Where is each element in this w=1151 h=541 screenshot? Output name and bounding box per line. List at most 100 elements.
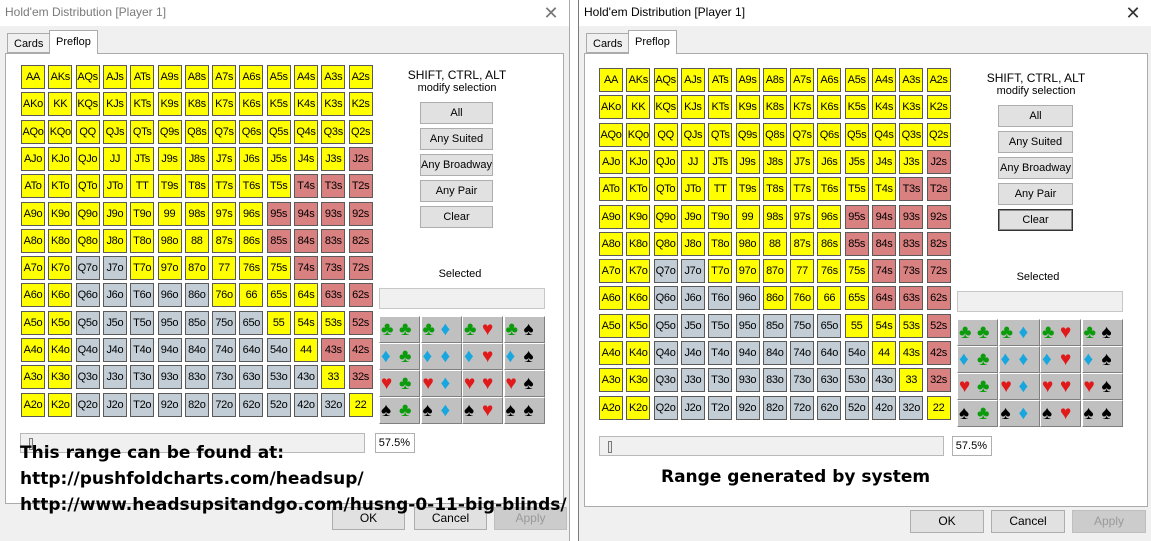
hand-cell-32s[interactable]: 32s bbox=[348, 365, 373, 390]
hand-cell-ATs[interactable]: ATs bbox=[130, 65, 155, 89]
hand-cell-97s[interactable]: 97s bbox=[790, 204, 815, 229]
hand-cell-J8o[interactable]: J8o bbox=[680, 231, 705, 256]
hand-cell-T5s[interactable]: T5s bbox=[266, 174, 291, 199]
hand-cell-J4s[interactable]: J4s bbox=[872, 149, 896, 174]
hand-cell-97o[interactable]: 97o bbox=[157, 256, 182, 281]
hand-cell-66[interactable]: 66 bbox=[239, 283, 264, 308]
hand-cell-95o[interactable]: 95o bbox=[157, 310, 182, 335]
hand-cell-J5s[interactable]: J5s bbox=[844, 149, 869, 174]
hand-cell-65o[interactable]: 65o bbox=[817, 313, 842, 338]
hand-cell-Q8s[interactable]: Q8s bbox=[762, 122, 787, 147]
hand-cell-J6s[interactable]: J6s bbox=[817, 149, 842, 174]
hand-cell-32o[interactable]: 32o bbox=[321, 392, 346, 417]
hand-cell-75s[interactable]: 75s bbox=[266, 256, 291, 281]
hand-cell-J7o[interactable]: J7o bbox=[680, 259, 705, 284]
hand-cell-KK[interactable]: KK bbox=[48, 92, 73, 117]
hand-cell-T2o[interactable]: T2o bbox=[130, 392, 155, 417]
hand-cell-T3o[interactable]: T3o bbox=[708, 368, 733, 393]
hand-cell-74o[interactable]: 74o bbox=[790, 341, 815, 365]
hand-cell-K7s[interactable]: K7s bbox=[790, 95, 815, 120]
hand-cell-QTo[interactable]: QTo bbox=[75, 174, 100, 199]
hand-cell-82o[interactable]: 82o bbox=[762, 395, 787, 420]
hand-cell-63s[interactable]: 63s bbox=[899, 286, 924, 311]
apply-button[interactable]: Apply bbox=[494, 507, 567, 530]
hand-cell-44[interactable]: 44 bbox=[294, 338, 318, 362]
close-icon[interactable]: ✕ bbox=[1125, 3, 1141, 23]
hand-cell-TT[interactable]: TT bbox=[708, 177, 733, 202]
hand-cell-72o[interactable]: 72o bbox=[790, 395, 815, 420]
hand-cell-J8o[interactable]: J8o bbox=[102, 228, 127, 253]
hand-cell-T9s[interactable]: T9s bbox=[157, 174, 182, 199]
hand-cell-73s[interactable]: 73s bbox=[321, 256, 346, 281]
hand-cell-AJo[interactable]: AJo bbox=[21, 146, 45, 171]
hand-cell-84s[interactable]: 84s bbox=[294, 228, 318, 253]
hand-cell-Q2o[interactable]: Q2o bbox=[75, 392, 100, 417]
hand-cell-J2s[interactable]: J2s bbox=[348, 146, 373, 171]
hand-cell-QJs[interactable]: QJs bbox=[680, 122, 705, 147]
hand-cell-62o[interactable]: 62o bbox=[817, 395, 842, 420]
hand-cell-T5s[interactable]: T5s bbox=[844, 177, 869, 202]
hand-cell-AJo[interactable]: AJo bbox=[599, 149, 623, 174]
hand-cell-Q8s[interactable]: Q8s bbox=[184, 119, 209, 144]
hand-cell-93o[interactable]: 93o bbox=[157, 365, 182, 390]
hand-cell-87s[interactable]: 87s bbox=[790, 231, 815, 256]
hand-cell-KQo[interactable]: KQo bbox=[626, 122, 651, 147]
suit-combo-diamonds-hearts[interactable]: ♦ ♥ bbox=[462, 343, 503, 370]
hand-cell-Q9o[interactable]: Q9o bbox=[653, 204, 678, 229]
hand-cell-QQ[interactable]: QQ bbox=[653, 122, 678, 147]
suit-combo-hearts-hearts[interactable]: ♥ ♥ bbox=[1040, 373, 1081, 400]
suit-combo-spades-hearts[interactable]: ♠ ♥ bbox=[1040, 400, 1081, 427]
hand-cell-84o[interactable]: 84o bbox=[762, 341, 787, 365]
hand-cell-42o[interactable]: 42o bbox=[872, 395, 896, 420]
suit-combo-diamonds-diamonds[interactable]: ♦ ♦ bbox=[998, 346, 1040, 373]
hand-cell-A3s[interactable]: A3s bbox=[899, 68, 924, 92]
hand-cell-33[interactable]: 33 bbox=[321, 365, 346, 390]
hand-cell-85s[interactable]: 85s bbox=[266, 228, 291, 253]
hand-cell-82s[interactable]: 82s bbox=[348, 228, 373, 253]
hand-cell-54o[interactable]: 54o bbox=[844, 341, 869, 365]
hand-cell-T9o[interactable]: T9o bbox=[708, 204, 733, 229]
hand-cell-97s[interactable]: 97s bbox=[212, 201, 237, 226]
hand-cell-87o[interactable]: 87o bbox=[184, 256, 209, 281]
hand-cell-JTs[interactable]: JTs bbox=[130, 146, 155, 171]
hand-cell-75o[interactable]: 75o bbox=[790, 313, 815, 338]
hand-cell-A5o[interactable]: A5o bbox=[21, 310, 45, 335]
hand-cell-65s[interactable]: 65s bbox=[266, 283, 291, 308]
hand-cell-J9o[interactable]: J9o bbox=[102, 201, 127, 226]
hand-cell-K3o[interactable]: K3o bbox=[626, 368, 651, 393]
hand-cell-62s[interactable]: 62s bbox=[348, 283, 373, 308]
hand-cell-77[interactable]: 77 bbox=[790, 259, 815, 284]
suit-combo-hearts-spades[interactable]: ♥ ♠ bbox=[1081, 373, 1123, 400]
hand-cell-75s[interactable]: 75s bbox=[844, 259, 869, 284]
hand-cell-A7s[interactable]: A7s bbox=[790, 68, 815, 92]
hand-cell-99[interactable]: 99 bbox=[735, 204, 760, 229]
hand-cell-63s[interactable]: 63s bbox=[321, 283, 346, 308]
close-icon[interactable]: ✕ bbox=[543, 3, 559, 23]
hand-cell-76s[interactable]: 76s bbox=[239, 256, 264, 281]
hand-cell-A3o[interactable]: A3o bbox=[21, 365, 45, 390]
hand-cell-88[interactable]: 88 bbox=[184, 228, 209, 253]
hand-cell-Q3o[interactable]: Q3o bbox=[75, 365, 100, 390]
hand-cell-TT[interactable]: TT bbox=[130, 174, 155, 199]
hand-cell-94o[interactable]: 94o bbox=[735, 341, 760, 365]
hand-cell-Q8o[interactable]: Q8o bbox=[75, 228, 100, 253]
hand-cell-76s[interactable]: 76s bbox=[817, 259, 842, 284]
apply-button[interactable]: Apply bbox=[1072, 510, 1146, 533]
hand-cell-QQ[interactable]: QQ bbox=[75, 119, 100, 144]
all-button[interactable]: All bbox=[998, 105, 1073, 127]
hand-cell-AQo[interactable]: AQo bbox=[21, 119, 45, 144]
hand-cell-K4s[interactable]: K4s bbox=[872, 95, 896, 120]
hand-cell-J9o[interactable]: J9o bbox=[680, 204, 705, 229]
hand-cell-A9s[interactable]: A9s bbox=[735, 68, 760, 92]
hand-cell-A6o[interactable]: A6o bbox=[599, 286, 623, 311]
clear-button[interactable]: Clear bbox=[998, 209, 1073, 231]
suit-combo-spades-clubs[interactable]: ♠ ♣ bbox=[957, 400, 998, 427]
suit-combo-hearts-hearts[interactable]: ♥ ♥ bbox=[462, 370, 503, 397]
hand-cell-64o[interactable]: 64o bbox=[817, 341, 842, 365]
hand-cell-J3o[interactable]: J3o bbox=[680, 368, 705, 393]
hand-cell-J3o[interactable]: J3o bbox=[102, 365, 127, 390]
hand-cell-73o[interactable]: 73o bbox=[790, 368, 815, 393]
hand-cell-T3o[interactable]: T3o bbox=[130, 365, 155, 390]
hand-cell-32s[interactable]: 32s bbox=[926, 368, 951, 393]
hand-cell-Q6o[interactable]: Q6o bbox=[653, 286, 678, 311]
